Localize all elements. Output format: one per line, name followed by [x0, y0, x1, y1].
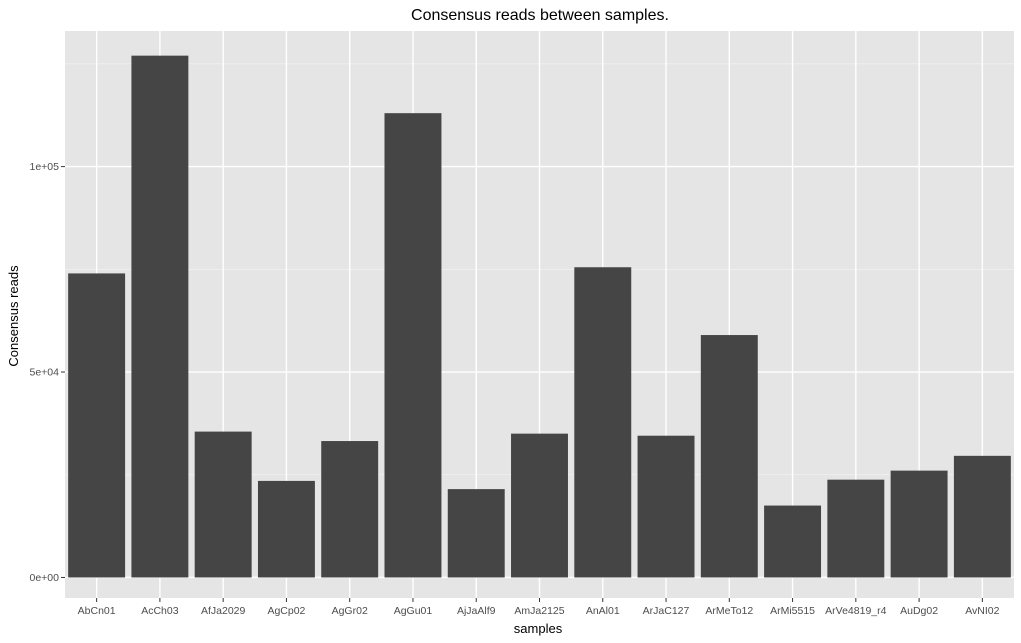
- x-tick-label: AmJa2125: [514, 605, 564, 617]
- x-tick-label: AfJa2029: [201, 605, 246, 617]
- bar-AbCn01: [68, 273, 126, 578]
- bar-ArMi5515: [764, 505, 822, 578]
- x-tick-label: ArMeTo12: [705, 605, 753, 617]
- x-tick-label: AgGu01: [394, 605, 433, 617]
- chart-title: Consensus reads between samples.: [411, 7, 669, 24]
- bar-AfJa2029: [194, 431, 252, 578]
- bar-AgGr02: [321, 441, 379, 578]
- bar-AgCp02: [257, 480, 315, 578]
- x-tick-label: AnAl01: [586, 605, 620, 617]
- x-tick-label: AcCh03: [141, 605, 179, 617]
- y-tick-label: 5e+04: [30, 367, 60, 379]
- x-tick-label: AgCp02: [267, 605, 305, 617]
- y-tick-label: 0e+00: [30, 572, 60, 584]
- x-tick-label: ArVe4819_r4: [825, 605, 886, 617]
- x-tick-label: AuDg02: [900, 605, 938, 617]
- x-tick-label: AvNI02: [965, 605, 999, 617]
- bar-ArMeTo12: [700, 335, 758, 578]
- x-axis-title: samples: [514, 621, 563, 636]
- x-axis: AbCn01 AcCh03 AfJa2029 AgCp02 AgGr02 AgGu01 Aj…: [78, 598, 1000, 617]
- x-tick-label: ArMi5515: [770, 605, 815, 617]
- bar-AvNI02: [953, 455, 1011, 578]
- bar-ArJaC127: [637, 435, 695, 578]
- bar-AjJaAlf9: [447, 489, 505, 578]
- x-tick-label: AgGr02: [332, 605, 368, 617]
- y-tick-label: 1e+05: [30, 161, 60, 173]
- y-axis-title: Consensus reads: [6, 265, 21, 367]
- bar-AcCh03: [131, 55, 189, 578]
- bar-AnAl01: [574, 267, 632, 578]
- bar-AgGu01: [384, 113, 442, 578]
- x-tick-label: AbCn01: [78, 605, 116, 617]
- bar-ArVe4819_r4: [827, 479, 885, 578]
- bar-AuDg02: [890, 470, 948, 578]
- bars: [68, 55, 1011, 578]
- x-tick-label: AjJaAlf9: [457, 605, 496, 617]
- x-tick-label: ArJaC127: [643, 605, 690, 617]
- bar-AmJa2125: [511, 433, 568, 578]
- y-axis: 0e+00 5e+04 1e+05: [30, 161, 65, 584]
